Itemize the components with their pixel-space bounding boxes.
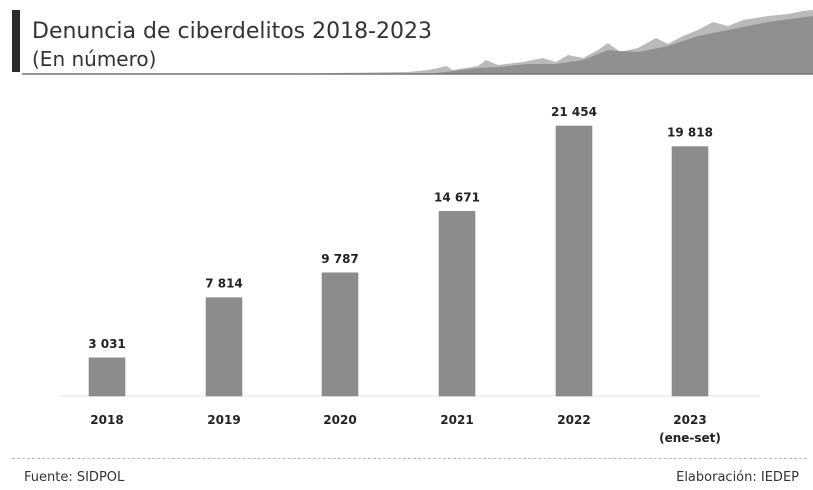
value-label-2019: 7 814 — [205, 277, 243, 291]
value-label-2021: 14 671 — [434, 190, 480, 204]
bar-2023 — [671, 146, 709, 397]
bar-2021 — [438, 211, 476, 397]
chart-title: Denuncia de ciberdelitos 2018-2023 — [32, 19, 433, 44]
chart-header: Denuncia de ciberdelitos 2018-2023 (En n… — [8, 8, 813, 78]
category-label-2023: 2023 — [673, 413, 706, 427]
bar-2022 — [555, 125, 593, 397]
bar-chart: 3 031 2018 7 814 2019 9 787 2020 14 671 2021 21 … — [60, 105, 760, 445]
value-label-2020: 9 787 — [321, 252, 359, 266]
category-label-2020: 2020 — [323, 413, 356, 427]
value-label-2023: 19 818 — [667, 126, 713, 140]
bar-2020 — [321, 272, 359, 397]
bar-2019 — [205, 297, 243, 397]
credit-note: Elaboración: IEDEP — [676, 470, 799, 485]
category-note-2023: (ene-set) — [659, 431, 721, 445]
category-label-2019: 2019 — [207, 413, 240, 427]
footer-divider — [12, 458, 807, 459]
category-label-2022: 2022 — [557, 413, 590, 427]
bar-2018 — [88, 357, 126, 397]
mountain-decoration — [22, 10, 813, 75]
chart-subtitle: (En número) — [32, 47, 157, 71]
value-label-2018: 3 031 — [88, 337, 126, 351]
value-label-2022: 21 454 — [551, 105, 597, 119]
category-label-2018: 2018 — [90, 413, 123, 427]
source-note: Fuente: SIDPOL — [24, 470, 125, 485]
category-label-2021: 2021 — [440, 413, 473, 427]
title-accent-bar — [12, 10, 20, 72]
